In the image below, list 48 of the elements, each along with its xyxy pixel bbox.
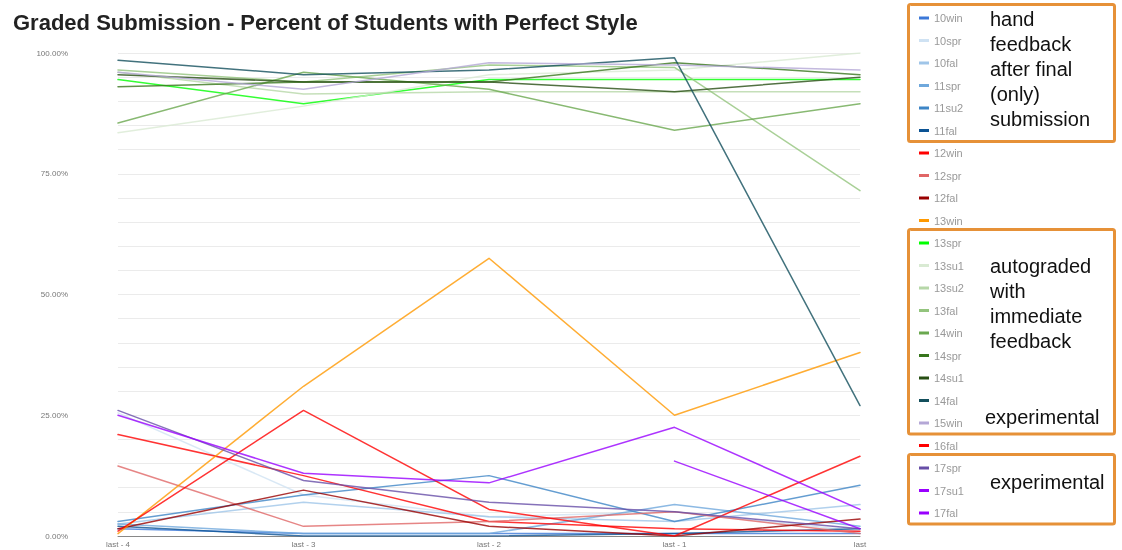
legend-label: 10fal xyxy=(934,57,958,69)
legend-label: 14fal xyxy=(934,394,958,407)
line-series xyxy=(117,414,861,511)
legend-label: 13su2 xyxy=(934,282,964,294)
legend-label: 16fal xyxy=(934,439,958,452)
x-tick-label: last - 2 xyxy=(476,539,502,549)
line-series xyxy=(117,257,861,535)
legend-label: 17spr xyxy=(934,462,962,474)
line-series xyxy=(117,52,861,134)
legend-label: 17fal xyxy=(934,507,958,519)
legend-label: 15win xyxy=(934,417,963,429)
legend-label: 10win xyxy=(934,12,963,24)
legend-label: 13su1 xyxy=(934,259,964,272)
legend-label: 13win xyxy=(934,214,963,227)
text: autograded with immediate feedback xyxy=(989,255,1097,352)
legend-label: 10spr xyxy=(934,34,962,47)
chart-title: Graded Submission - Percent of Students with Perfect Style xyxy=(13,9,638,35)
legend-label: 12fal xyxy=(934,192,958,204)
line-series xyxy=(117,474,861,523)
legend-label: 12win xyxy=(934,147,963,159)
y-tick-label: 0.00% xyxy=(45,531,68,541)
line-series xyxy=(117,489,861,537)
legend-label: 14win xyxy=(934,327,963,339)
y-tick-label: 25.00% xyxy=(40,410,68,420)
legend-label: 11su2 xyxy=(934,102,964,114)
legend-label: 11fal xyxy=(934,124,958,137)
x-tick-label: last - 3 xyxy=(291,539,317,549)
legend-label: 13spr xyxy=(934,237,962,249)
legend-label: 14su1 xyxy=(934,372,964,384)
y-tick-label: 50.00% xyxy=(40,290,68,299)
text: experimental xyxy=(985,405,1100,428)
y-tick-label: 100.00% xyxy=(36,48,68,58)
x-tick-label: last xyxy=(853,539,867,549)
line-series xyxy=(117,64,861,192)
y-tick-label: 75.00% xyxy=(40,169,68,179)
legend-label: 11spr xyxy=(934,79,962,92)
legend-label: 12spr xyxy=(934,169,962,182)
line-series xyxy=(117,57,861,407)
x-tick-label: last - 1 xyxy=(662,539,688,549)
text: experimental xyxy=(990,471,1105,493)
legend-label: 13fal xyxy=(934,304,958,317)
legend-label: 17su1 xyxy=(934,484,964,497)
legend-label: 14spr xyxy=(934,349,962,362)
line-series xyxy=(117,503,861,535)
x-tick-label: last - 4 xyxy=(105,539,131,549)
line-series xyxy=(117,71,861,132)
text: hand feedback after final (only) submission xyxy=(990,7,1091,130)
line-series xyxy=(117,465,861,535)
